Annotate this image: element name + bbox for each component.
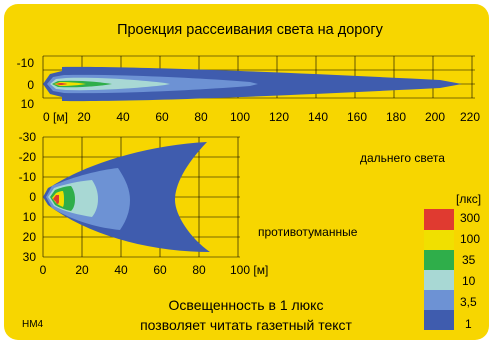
legend-swatch-100	[424, 230, 454, 250]
footer-line-2: позволяет читать газетный текст	[140, 317, 352, 333]
fog-lamp-x-tick: 40	[114, 263, 128, 277]
high-beam-x-tick: 80	[194, 110, 208, 124]
legend-label: 10	[462, 274, 476, 288]
legend-label: 300	[460, 211, 480, 225]
high-beam-label: дальнего света	[360, 151, 445, 165]
fog-lamp-y-tick: 10	[23, 210, 37, 224]
high-beam-y-tick: 0	[27, 78, 34, 92]
legend-swatch-35	[424, 250, 454, 270]
high-beam-x-tick: 0 [м]	[43, 110, 68, 124]
footer-line-1: Освещенность в 1 люкс	[169, 297, 324, 313]
fog-lamp-x-tick: 0	[40, 263, 47, 277]
fog-lamp-y-tick: 0	[29, 190, 36, 204]
fog-lamp-y-tick: 20	[23, 230, 37, 244]
fog-lamp-x-tick: 100 [м]	[230, 263, 268, 277]
legend-swatch-1	[424, 310, 454, 330]
high-beam-x-tick: 60	[155, 110, 169, 124]
high-beam-x-tick: 120	[269, 110, 289, 124]
legend-swatch-3-5	[424, 290, 454, 310]
fog-lamp-y-tick: 30	[23, 250, 37, 264]
legend-unit: [лкс]	[456, 192, 481, 206]
high-beam-x-tick: 200	[425, 110, 445, 124]
high-beam-x-tick: 160	[347, 110, 367, 124]
figure-code: HM4	[22, 319, 44, 330]
fog-lamp-x-tick: 20	[75, 263, 89, 277]
high-beam-x-tick: 100	[230, 110, 250, 124]
fog-lamp-label: противотуманные	[258, 225, 358, 239]
legend-label: 3,5	[460, 295, 477, 309]
legend-swatch-10	[424, 270, 454, 290]
fog-lamp-x-tick: 80	[192, 263, 206, 277]
high-beam-x-tick: 140	[308, 110, 328, 124]
fog-lamp-y-tick: -20	[19, 150, 37, 164]
high-beam-x-tick: 220	[460, 110, 480, 124]
high-beam-y-tick: -10	[17, 56, 35, 70]
high-beam-x-tick: 20	[77, 110, 91, 124]
legend-label: 100	[460, 232, 480, 246]
high-beam-y-tick: 10	[21, 97, 35, 111]
legend-label: 35	[462, 253, 476, 267]
legend-swatch-300	[424, 209, 454, 230]
fog-lamp-y-tick: -30	[19, 130, 37, 144]
legend-label: 1	[465, 317, 472, 331]
fog-lamp-x-tick: 60	[153, 263, 167, 277]
fog-lamp-y-tick: -10	[19, 170, 37, 184]
diagram-title: Проекция рассеивания света на дорогу	[117, 22, 384, 38]
high-beam-x-tick: 180	[386, 110, 406, 124]
high-beam-x-tick: 40	[116, 110, 130, 124]
background-panel	[4, 4, 489, 340]
